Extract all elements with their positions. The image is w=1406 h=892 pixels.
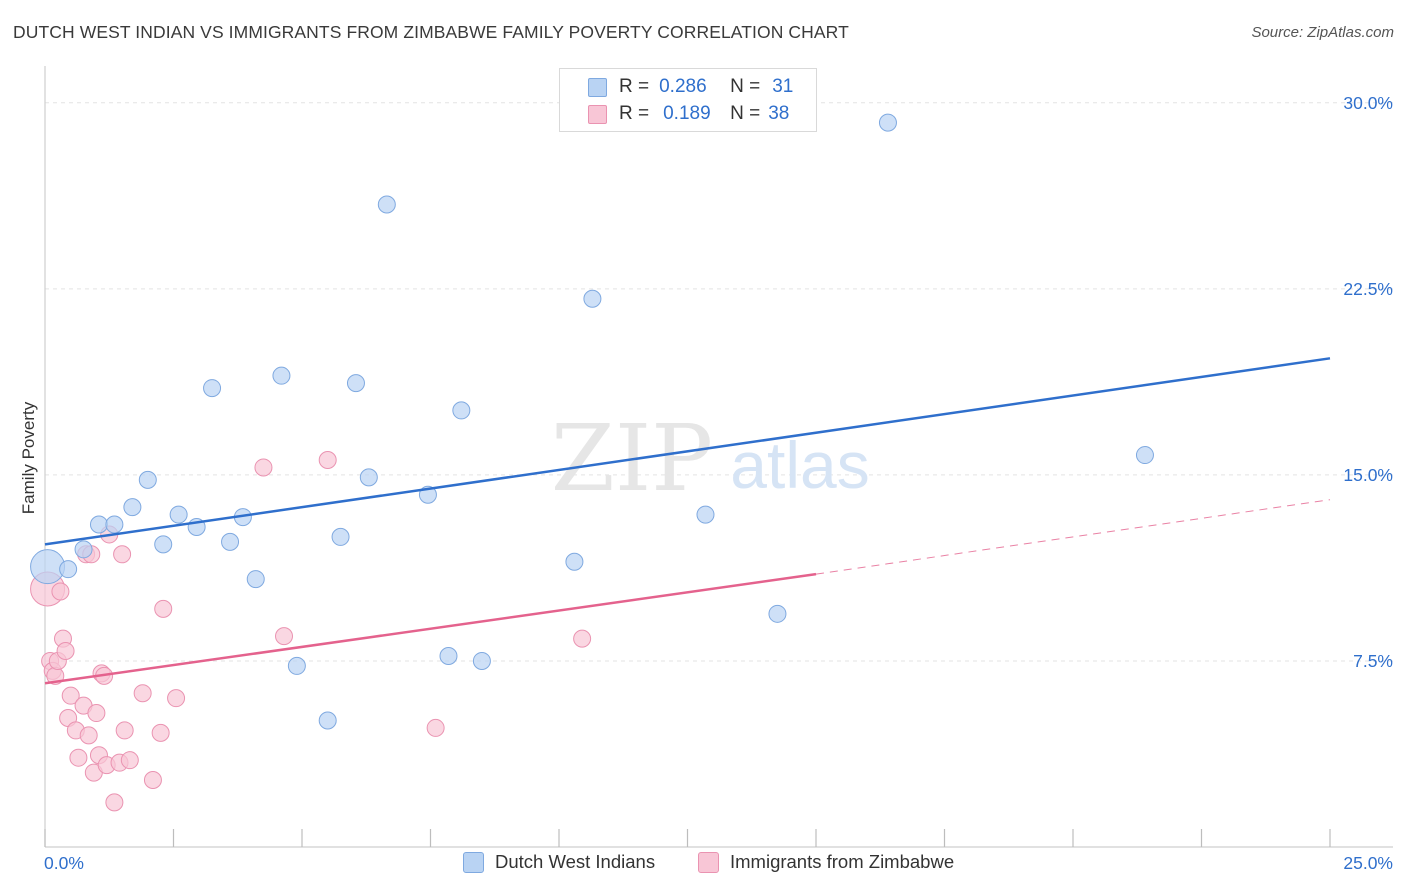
zimbabwe-immigrant-point [87, 704, 106, 723]
watermark-atlas: atlas [730, 428, 869, 502]
n-label: N = [730, 76, 761, 97]
zimbabwe-immigrant-point [69, 748, 88, 767]
trendline [44, 357, 1331, 546]
dutch-west-indian-point [89, 515, 108, 534]
legend-item-immigrants-from-zimbabwe[interactable]: Immigrants from Zimbabwe [698, 851, 954, 873]
y-tick-label: 15.0% [1343, 465, 1393, 485]
y-tick-label: 22.5% [1343, 279, 1393, 299]
dutch-west-indian-point [768, 604, 787, 623]
dutch-west-indian-point [452, 401, 471, 420]
r-value: 0.189 [663, 103, 711, 124]
stats-row-blue: R = 0.286 N = 31 [560, 74, 793, 100]
zimbabwe-immigrant-point [120, 751, 139, 770]
zimbabwe-immigrant-point [56, 642, 75, 661]
n-label: N = [730, 103, 761, 124]
blue-swatch [463, 851, 484, 873]
dutch-west-indian-point [221, 532, 240, 551]
pink-swatch [698, 851, 719, 873]
dutch-west-indian-point [696, 505, 715, 524]
dutch-west-indian-point [59, 560, 78, 579]
chart-title: DUTCH WEST INDIAN VS IMMIGRANTS FROM ZIM… [13, 22, 849, 42]
zimbabwe-immigrant-point [154, 599, 173, 618]
legend-label: Dutch West Indians [495, 851, 656, 872]
zimbabwe-immigrant-point [113, 545, 132, 564]
dutch-west-indian-point [74, 540, 93, 559]
y-tick-label: 7.5% [1353, 651, 1393, 671]
dutch-west-indian-point [439, 646, 458, 665]
dutch-west-indian-point [154, 535, 173, 554]
dutch-west-indian-point [472, 651, 491, 670]
x-tick-label: 25.0% [1343, 853, 1393, 873]
zimbabwe-immigrant-point [61, 686, 80, 705]
legend-item-dutch-west-indians[interactable]: Dutch West Indians [463, 851, 655, 873]
zimbabwe-immigrant-point [426, 718, 445, 737]
dutch-west-indian-point [377, 195, 396, 214]
dutch-west-indian-point [30, 549, 66, 585]
dutch-west-indian-point [359, 468, 378, 487]
zimbabwe-immigrant-point [115, 721, 134, 740]
zimbabwe-immigrant-point [573, 629, 592, 648]
stats-row-pink: R = 0.189 N = 38 [560, 101, 789, 127]
dutch-west-indian-point [169, 505, 188, 524]
n-value: 31 [772, 76, 794, 97]
pink-swatch [588, 104, 607, 124]
trendline-extension [815, 499, 1331, 575]
dutch-west-indian-point [272, 366, 291, 385]
zimbabwe-immigrant-point [133, 684, 152, 703]
zimbabwe-immigrant-point [51, 582, 70, 601]
legend-label: Immigrants from Zimbabwe [730, 851, 955, 872]
source-credit: Source: ZipAtlas.com [1251, 24, 1394, 41]
n-value: 38 [768, 103, 790, 124]
dutch-west-indian-point [565, 552, 584, 571]
zimbabwe-immigrant-point [167, 689, 186, 708]
dutch-west-indian-point [318, 711, 337, 730]
zimbabwe-immigrant-point [254, 458, 273, 477]
zimbabwe-immigrant-point [79, 726, 98, 745]
zimbabwe-immigrant-point [318, 451, 337, 470]
dutch-west-indian-point [105, 515, 124, 534]
dutch-west-indian-point [138, 470, 157, 489]
trendline [44, 572, 817, 685]
zimbabwe-immigrant-point [151, 723, 170, 742]
dutch-west-indian-point [123, 498, 142, 517]
dutch-west-indian-point [203, 379, 222, 398]
r-label: R = [619, 103, 650, 124]
zimbabwe-immigrant-point [143, 771, 162, 790]
x-tick-label: 0.0% [44, 853, 84, 873]
dutch-west-indian-point [583, 289, 602, 308]
zimbabwe-immigrant-point [275, 627, 294, 646]
y-tick-label: 30.0% [1343, 93, 1393, 113]
dutch-west-indian-point [1135, 446, 1154, 465]
dutch-west-indian-point [287, 656, 306, 675]
stats-legend: R = 0.286 N = 31 R = 0.189 N = 38 [559, 68, 817, 132]
blue-swatch [588, 77, 607, 97]
zimbabwe-immigrant-point [105, 793, 124, 812]
dutch-west-indian-point [346, 374, 365, 393]
y-axis-title: Family Poverty [19, 401, 38, 514]
dutch-west-indian-point [878, 113, 897, 132]
dutch-west-indian-point [246, 570, 265, 589]
r-value: 0.286 [659, 76, 707, 97]
r-label: R = [619, 76, 650, 97]
series-legend: Dutch West Indians Immigrants from Zimba… [0, 851, 1406, 877]
dutch-west-indian-point [331, 527, 350, 546]
